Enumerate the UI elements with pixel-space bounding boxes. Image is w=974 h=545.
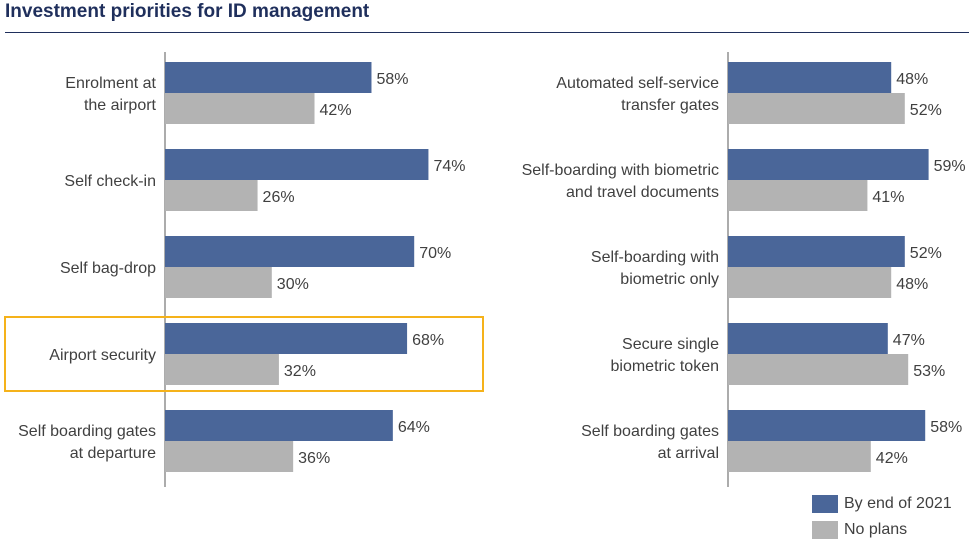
bar-by-end-2021: [165, 323, 408, 354]
bar-no-plans: [165, 354, 279, 385]
legend-swatch-series-1: [812, 495, 838, 513]
category-label: Enrolment at the airport: [65, 75, 156, 114]
bar-no-plans: [165, 93, 315, 124]
highlight-box: [4, 316, 484, 392]
data-label: 64%: [398, 419, 430, 436]
category-label: Secure single biometric token: [611, 336, 720, 375]
category-label: Self bag-drop: [60, 260, 156, 277]
bar-by-end-2021: [165, 62, 372, 93]
data-label: 48%: [896, 71, 928, 88]
bar-no-plans: [165, 267, 272, 298]
data-label: 59%: [934, 158, 966, 175]
data-label: 68%: [412, 332, 444, 349]
data-label: 36%: [298, 450, 330, 467]
data-label: 58%: [376, 71, 408, 88]
data-label: 53%: [913, 363, 945, 380]
data-label: 30%: [277, 276, 309, 293]
legend-label-series-2: No plans: [844, 521, 908, 538]
data-label: 58%: [930, 419, 962, 436]
bar-by-end-2021: [165, 236, 415, 267]
data-label: 26%: [263, 189, 295, 206]
bar-no-plans: [728, 93, 905, 124]
legend-label-series-1: By end of 2021: [844, 495, 952, 512]
data-label: 47%: [893, 332, 925, 349]
data-label: 41%: [872, 189, 904, 206]
data-label: 42%: [876, 450, 908, 467]
bar-no-plans: [728, 267, 892, 298]
category-label: Self-boarding with biometric and travel d…: [522, 162, 719, 201]
bar-no-plans: [165, 441, 294, 472]
bar-no-plans: [728, 180, 868, 211]
bar-by-end-2021: [728, 323, 888, 354]
bar-by-end-2021: [728, 149, 929, 180]
bar-by-end-2021: [728, 236, 905, 267]
category-label: Self boarding gates at departure: [18, 423, 156, 462]
data-label: 70%: [419, 245, 451, 262]
category-label: Self check-in: [64, 173, 156, 190]
title-rule: [5, 32, 969, 33]
category-label: Self-boarding with biometric only: [591, 249, 719, 288]
data-label: 32%: [284, 363, 316, 380]
data-label: 48%: [896, 276, 928, 293]
bar-no-plans: [728, 354, 909, 385]
data-label: 52%: [910, 245, 942, 262]
bar-by-end-2021: [728, 62, 892, 93]
bar-no-plans: [165, 180, 258, 211]
data-label: 52%: [910, 102, 942, 119]
category-label: Airport security: [49, 347, 156, 364]
bar-by-end-2021: [165, 410, 393, 441]
legend-item-series-1: By end of 2021: [812, 491, 952, 517]
bar-by-end-2021: [165, 149, 429, 180]
data-label: 42%: [320, 102, 352, 119]
category-label: Self boarding gates at arrival: [581, 423, 719, 462]
legend: By end of 2021 No plans: [812, 491, 952, 543]
category-label: Automated self-service transfer gates: [556, 75, 719, 114]
chart-title: Investment priorities for ID management: [5, 1, 370, 22]
legend-swatch-series-2: [812, 521, 838, 539]
bar-no-plans: [728, 441, 871, 472]
data-label: 74%: [433, 158, 465, 175]
legend-item-series-2: No plans: [812, 517, 952, 543]
bar-by-end-2021: [728, 410, 926, 441]
